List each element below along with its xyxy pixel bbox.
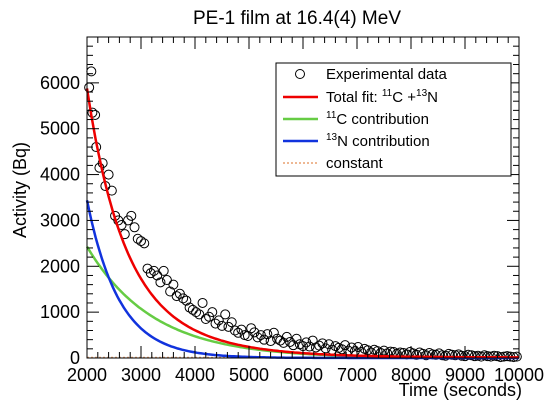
legend-total-element-2: N bbox=[427, 89, 438, 106]
n13-contribution-curve bbox=[85, 200, 519, 360]
data-point bbox=[285, 336, 296, 347]
data-point bbox=[213, 315, 224, 326]
data-point bbox=[249, 327, 260, 338]
data-point bbox=[155, 277, 166, 288]
axes: 2000 3000 4000 5000 6000 7000 8000 9000 10000 0 10… bbox=[40, 36, 544, 385]
legend-label-total-fit: Total fit: 11C +13N bbox=[326, 88, 438, 106]
x-tick-label: 10000 bbox=[494, 365, 544, 385]
x-tick-label: 7000 bbox=[337, 365, 377, 385]
data-point bbox=[262, 329, 273, 340]
legend-total-prefix: Total fit: bbox=[326, 89, 382, 106]
data-point bbox=[278, 337, 289, 348]
legend-n13-mass: 13 bbox=[326, 132, 338, 143]
y-axis-title: Activity (Bq) bbox=[10, 142, 30, 238]
legend-label-constant: constant bbox=[326, 155, 384, 172]
data-point bbox=[194, 309, 205, 320]
legend-n13-suffix: contribution bbox=[348, 133, 430, 150]
data-point bbox=[136, 236, 146, 247]
data-point bbox=[145, 268, 156, 279]
legend-total-join: + bbox=[403, 89, 416, 106]
legend-c11-suffix: contribution bbox=[347, 111, 429, 128]
plot-area bbox=[84, 66, 522, 363]
data-point bbox=[129, 222, 140, 233]
data-point bbox=[168, 279, 179, 290]
data-point bbox=[181, 295, 192, 306]
legend-label-experimental-data: Experimental data bbox=[326, 66, 448, 83]
legend-total-mass-1: 11 bbox=[382, 88, 393, 99]
x-tick-label: 6000 bbox=[283, 365, 323, 385]
data-point bbox=[259, 334, 270, 345]
data-point bbox=[220, 309, 231, 320]
y-tick-label: 6000 bbox=[40, 73, 80, 93]
data-point bbox=[440, 350, 451, 361]
data-point bbox=[171, 291, 182, 302]
data-point bbox=[158, 265, 169, 276]
x-tick-label: 4000 bbox=[175, 365, 215, 385]
legend-marker-experimental-data bbox=[295, 69, 305, 79]
y-tick-label: 0 bbox=[70, 348, 80, 368]
data-point bbox=[323, 339, 334, 350]
data-point bbox=[437, 350, 448, 361]
data-point bbox=[86, 66, 97, 77]
data-point bbox=[236, 324, 247, 335]
data-point bbox=[317, 338, 328, 349]
legend-total-element-1: C bbox=[392, 89, 403, 106]
data-point bbox=[132, 233, 143, 244]
data-point bbox=[411, 349, 422, 360]
data-point bbox=[288, 340, 299, 351]
x-tick-label: 9000 bbox=[445, 365, 485, 385]
y-tick-label: 3000 bbox=[40, 210, 80, 230]
x-tick-label: 5000 bbox=[229, 365, 269, 385]
data-point bbox=[139, 238, 150, 249]
data-point bbox=[281, 331, 292, 342]
data-point bbox=[447, 349, 458, 360]
data-point bbox=[463, 349, 474, 360]
data-point bbox=[456, 350, 467, 361]
x-axis-title: Time (seconds) bbox=[399, 380, 522, 400]
data-point bbox=[207, 307, 218, 318]
data-point bbox=[191, 307, 202, 318]
x-tick-label: 3000 bbox=[121, 365, 161, 385]
legend-n13-element: N bbox=[337, 133, 348, 150]
y-tick-label: 1000 bbox=[40, 302, 80, 322]
data-point bbox=[307, 335, 318, 346]
data-point bbox=[103, 169, 114, 180]
x-tick-label: 8000 bbox=[391, 365, 431, 385]
data-point bbox=[314, 340, 325, 351]
y-tick-label: 2000 bbox=[40, 256, 80, 276]
data-point bbox=[268, 327, 279, 338]
data-point bbox=[252, 332, 263, 343]
data-point bbox=[304, 341, 315, 352]
legend-label-c11: 11C contribution bbox=[326, 110, 429, 128]
x-tick-label: 2000 bbox=[67, 365, 107, 385]
data-point bbox=[353, 341, 364, 352]
legend-total-mass-2: 13 bbox=[416, 88, 428, 99]
legend-c11-mass: 11 bbox=[326, 110, 337, 121]
data-point bbox=[178, 293, 189, 304]
legend-label-n13: 13N contribution bbox=[326, 132, 430, 150]
data-point bbox=[489, 350, 500, 361]
legend: Experimental data Total fit: 11C +13N 11… bbox=[275, 62, 512, 177]
data-point bbox=[330, 341, 341, 352]
data-point bbox=[187, 304, 198, 315]
data-point bbox=[84, 82, 95, 93]
data-point bbox=[291, 333, 302, 344]
data-point bbox=[294, 339, 305, 350]
data-point bbox=[340, 340, 351, 351]
data-point bbox=[210, 318, 221, 329]
data-point bbox=[197, 297, 208, 308]
data-point bbox=[217, 320, 227, 331]
chart-title: PE-1 film at 16.4(4) MeV bbox=[193, 8, 401, 29]
data-point bbox=[229, 325, 240, 336]
data-point bbox=[200, 314, 211, 325]
data-point bbox=[233, 327, 244, 338]
y-tick-label: 4000 bbox=[40, 165, 80, 185]
legend-c11-element: C bbox=[336, 111, 347, 128]
y-tick-label: 5000 bbox=[40, 119, 80, 139]
data-point bbox=[126, 210, 137, 221]
data-point bbox=[346, 342, 357, 353]
